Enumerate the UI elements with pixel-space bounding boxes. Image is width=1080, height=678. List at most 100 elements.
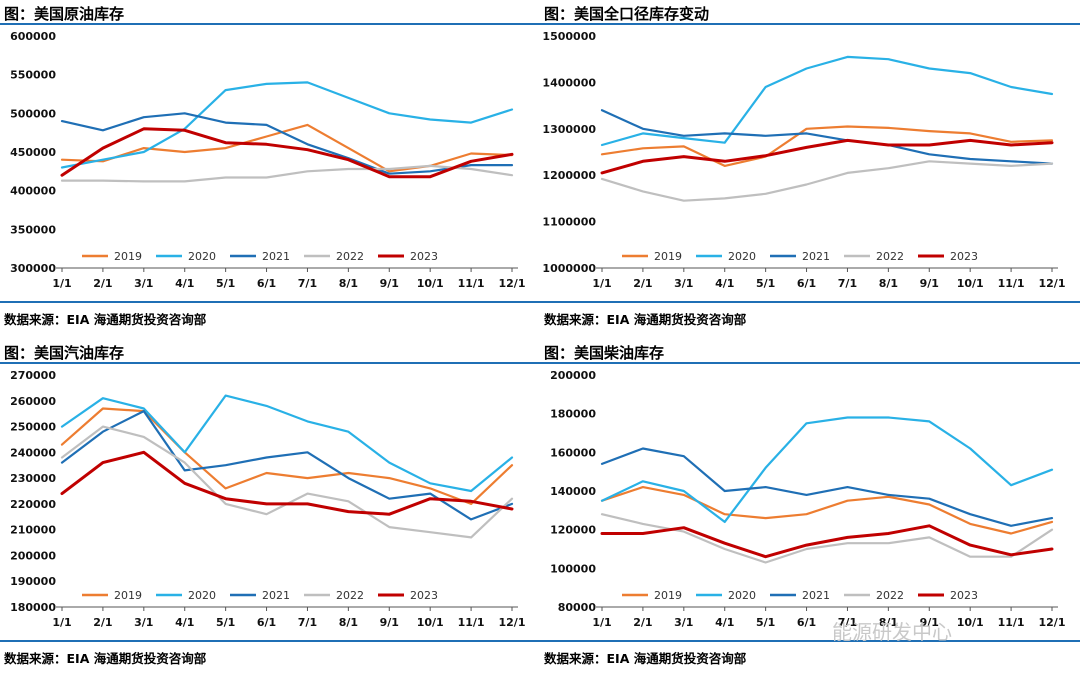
y-tick-label: 550000 (10, 69, 56, 82)
y-tick-label: 250000 (10, 421, 56, 434)
y-tick-label: 300000 (10, 262, 56, 275)
series-line-2020 (60, 81, 514, 169)
x-tick-label: 12/1 (499, 277, 526, 290)
x-tick-label: 3/1 (134, 616, 153, 629)
watermark: 能源研发中心 (832, 620, 952, 644)
y-tick-label: 200000 (10, 549, 56, 562)
line-chart: 1000000 1100000 1200000 1300000 1400000 15000… (542, 30, 1066, 290)
x-tick-label: 4/1 (715, 616, 734, 629)
series-line-2021 (600, 447, 1054, 527)
legend-label-2021: 2021 (802, 589, 830, 602)
data-source-note: 数据来源：EIA 海通期货投资咨询部 (4, 312, 207, 327)
source-rule (540, 301, 1080, 303)
y-tick-label: 210000 (10, 524, 56, 537)
series-line-2020 (60, 394, 514, 493)
x-tick-label: 12/1 (1039, 616, 1066, 629)
series-line-2021 (60, 112, 514, 175)
y-tick-label: 1100000 (542, 216, 596, 229)
y-tick-label: 140000 (550, 485, 596, 498)
x-tick-label: 9/1 (920, 277, 939, 290)
x-tick-label: 1/1 (592, 277, 611, 290)
x-tick-label: 3/1 (674, 277, 693, 290)
legend-label-2023: 2023 (410, 589, 438, 602)
x-tick-label: 10/1 (957, 616, 984, 629)
panel-diesel-inventory: 图：美国柴油库存 80000 100000 120000 140000 160000 18… (540, 339, 1080, 678)
legend-label-2020: 2020 (188, 589, 216, 602)
x-tick-label: 12/1 (499, 616, 526, 629)
x-tick-label: 8/1 (879, 277, 898, 290)
legend-label-2022: 2022 (876, 589, 904, 602)
y-tick-label: 160000 (550, 446, 596, 459)
x-tick-label: 5/1 (216, 616, 235, 629)
series-line-2022 (600, 160, 1054, 202)
x-tick-label: 4/1 (175, 277, 194, 290)
y-tick-label: 1300000 (542, 123, 596, 136)
x-tick-label: 4/1 (175, 616, 194, 629)
legend-label-2023: 2023 (950, 589, 978, 602)
title-rule (540, 362, 1080, 364)
y-tick-label: 1400000 (542, 76, 596, 89)
y-tick-label: 270000 (10, 369, 56, 382)
series-line-2019 (600, 125, 1054, 167)
series-line-2023 (600, 138, 1054, 175)
legend-label-2019: 2019 (654, 250, 682, 263)
series-line-2019 (600, 485, 1054, 535)
x-tick-label: 5/1 (756, 277, 775, 290)
y-tick-label: 120000 (550, 524, 596, 537)
x-tick-label: 11/1 (998, 616, 1025, 629)
y-tick-label: 180000 (550, 408, 596, 421)
x-tick-label: 2/1 (93, 616, 112, 629)
y-tick-label: 600000 (10, 30, 56, 43)
title-rule (0, 23, 540, 25)
y-tick-label: 190000 (10, 575, 56, 588)
y-tick-label: 1000000 (542, 262, 596, 275)
panel-gasoline-inventory: 图：美国汽油库存 180000 190000 200000 210000 220000 2… (0, 339, 540, 678)
panel-title: 图：美国原油库存 (4, 5, 125, 23)
x-tick-label: 5/1 (756, 616, 775, 629)
x-tick-label: 1/1 (52, 277, 71, 290)
x-tick-label: 9/1 (920, 616, 939, 629)
x-tick-label: 2/1 (633, 616, 652, 629)
series-line-2022 (600, 513, 1054, 564)
y-tick-label: 1500000 (542, 30, 596, 43)
y-tick-label: 200000 (550, 369, 596, 382)
x-tick-label: 3/1 (674, 616, 693, 629)
line-chart: 180000 190000 200000 210000 220000 230000 2400… (10, 369, 526, 629)
legend-label-2022: 2022 (336, 250, 364, 263)
x-tick-label: 11/1 (458, 277, 485, 290)
panel-title: 图：美国汽油库存 (4, 344, 125, 362)
legend-label-2019: 2019 (114, 589, 142, 602)
x-tick-label: 2/1 (633, 277, 652, 290)
series-line-2019 (60, 407, 514, 505)
source-rule (0, 301, 540, 303)
y-tick-label: 260000 (10, 395, 56, 408)
y-tick-label: 350000 (10, 223, 56, 236)
x-tick-label: 3/1 (134, 277, 153, 290)
legend-label-2019: 2019 (654, 589, 682, 602)
x-tick-label: 6/1 (257, 277, 276, 290)
legend-label-2021: 2021 (262, 589, 290, 602)
x-tick-label: 12/1 (1039, 277, 1066, 290)
x-tick-label: 6/1 (797, 616, 816, 629)
y-tick-label: 230000 (10, 472, 56, 485)
legend-label-2023: 2023 (950, 250, 978, 263)
y-tick-label: 180000 (10, 601, 56, 614)
source-rule (540, 640, 1080, 642)
legend-label-2021: 2021 (802, 250, 830, 263)
x-tick-label: 10/1 (417, 277, 444, 290)
series-line-2022 (60, 164, 514, 183)
x-tick-label: 5/1 (216, 277, 235, 290)
series-line-2019 (60, 123, 514, 173)
line-chart: 80000 100000 120000 140000 160000 180000 20000… (550, 369, 1066, 629)
x-tick-label: 4/1 (715, 277, 734, 290)
legend-label-2019: 2019 (114, 250, 142, 263)
source-rule (0, 640, 540, 642)
series-line-2023 (60, 127, 514, 179)
series-line-2023 (600, 524, 1054, 559)
x-tick-label: 10/1 (957, 277, 984, 290)
data-source-note: 数据来源：EIA 海通期货投资咨询部 (544, 651, 747, 666)
series-line-2020 (600, 55, 1054, 147)
panel-title: 图：美国全口径库存变动 (544, 5, 710, 23)
x-tick-label: 8/1 (879, 616, 898, 629)
x-tick-label: 8/1 (339, 277, 358, 290)
